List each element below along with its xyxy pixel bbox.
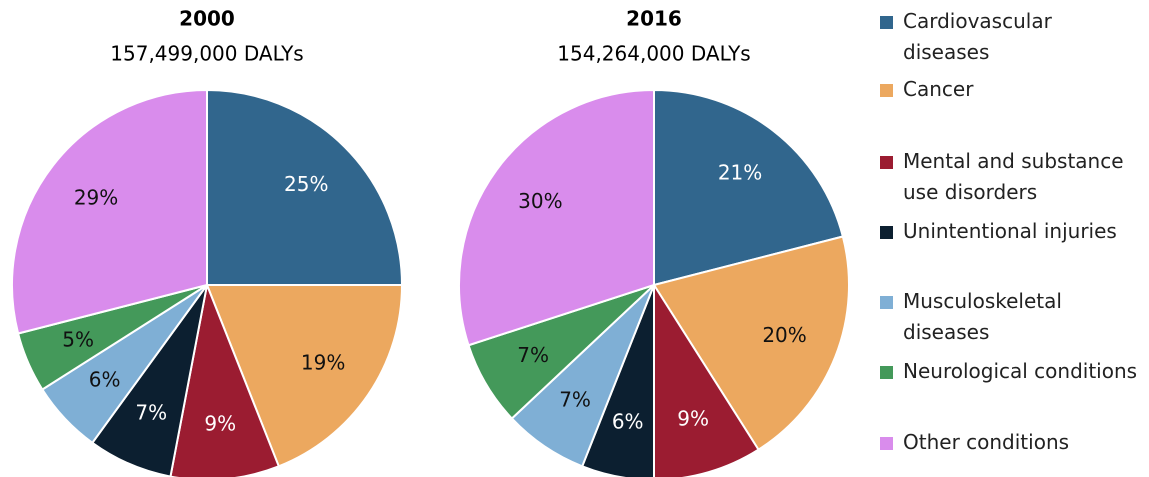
legend-item: Cancer [880,74,1140,105]
legend-label: Unintentional injuries [903,219,1117,243]
data-label: 30% [518,189,562,213]
pie-slice [458,88,655,347]
pie-slice [206,88,404,286]
chart-title: 2016 [626,7,682,31]
legend-label: Cardiovascular diseases [903,9,1052,64]
pie-slice [653,281,760,477]
legend-item: Musculoskeletal diseases [880,286,1140,348]
pie-slice [11,88,208,335]
data-label: 7% [559,388,591,412]
chart-subtitle: 154,264,000 DALYs [557,42,750,66]
legend-label: Mental and substance use disorders [903,149,1124,204]
data-label: 5% [62,327,94,351]
legend-swatch [880,296,893,309]
legend-item: Neurological conditions [880,356,1140,387]
data-label: 6% [89,368,121,392]
data-label: 29% [74,185,118,209]
data-label: 7% [135,400,167,424]
data-label: 21% [718,161,762,185]
data-label: 25% [284,172,328,196]
pie-slice [169,281,281,477]
data-label: 7% [517,343,549,367]
legend-label: Neurological conditions [903,359,1138,383]
legend-item: Unintentional injuries [880,216,1140,247]
legend-swatch [880,226,893,239]
chart-title: 2000 [179,7,235,31]
chart-subtitle: 157,499,000 DALYs [110,42,303,66]
pie-slice [652,235,850,452]
legend-item: Cardiovascular diseases [880,6,1140,68]
data-label: 6% [612,409,644,433]
legend-swatch [880,16,893,29]
legend-swatch [880,437,893,450]
legend-swatch [880,366,893,379]
legend-label: Musculoskeletal diseases [903,289,1062,344]
legend-label: Cancer [903,77,974,101]
legend-swatch [880,84,893,97]
data-label: 20% [762,323,806,347]
pie-slice [205,284,404,468]
charts: 2000 157,499,000 DALYs 25% 19% 9% 7% 6% 5% 29% 20… [11,7,850,477]
data-label: 9% [677,406,709,430]
legend-item: Mental and substance use disorders [880,146,1140,208]
legend-swatch [880,156,893,169]
legend-item: Other conditions [880,427,1140,458]
data-label: 19% [301,350,345,374]
data-label: 9% [204,411,236,435]
pie-slice [653,88,845,287]
legend-label: Other conditions [903,430,1070,454]
